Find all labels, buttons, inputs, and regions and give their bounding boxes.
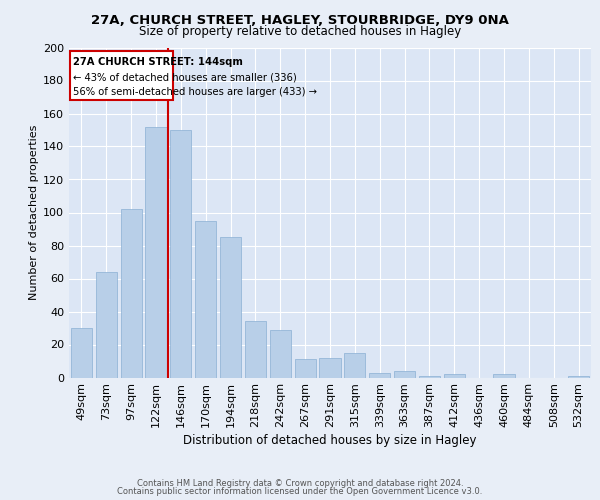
Bar <box>71 328 92 378</box>
Bar <box>493 374 515 378</box>
Bar <box>195 221 216 378</box>
Bar <box>394 371 415 378</box>
Bar <box>344 353 365 378</box>
Bar <box>270 330 291 378</box>
Bar <box>568 376 589 378</box>
Bar <box>96 272 117 378</box>
Text: Size of property relative to detached houses in Hagley: Size of property relative to detached ho… <box>139 25 461 38</box>
Bar <box>295 360 316 378</box>
Text: 27A CHURCH STREET: 144sqm: 27A CHURCH STREET: 144sqm <box>73 56 243 66</box>
Bar <box>220 238 241 378</box>
X-axis label: Distribution of detached houses by size in Hagley: Distribution of detached houses by size … <box>183 434 477 448</box>
Text: ← 43% of detached houses are smaller (336): ← 43% of detached houses are smaller (33… <box>73 72 297 82</box>
Text: Contains public sector information licensed under the Open Government Licence v3: Contains public sector information licen… <box>118 487 482 496</box>
Text: 27A, CHURCH STREET, HAGLEY, STOURBRIDGE, DY9 0NA: 27A, CHURCH STREET, HAGLEY, STOURBRIDGE,… <box>91 14 509 27</box>
Bar <box>369 372 390 378</box>
Bar <box>419 376 440 378</box>
FancyBboxPatch shape <box>70 51 173 100</box>
Y-axis label: Number of detached properties: Number of detached properties <box>29 125 39 300</box>
Bar <box>245 322 266 378</box>
Bar <box>121 209 142 378</box>
Text: Contains HM Land Registry data © Crown copyright and database right 2024.: Contains HM Land Registry data © Crown c… <box>137 478 463 488</box>
Bar <box>170 130 191 378</box>
Bar <box>145 126 167 378</box>
Bar <box>444 374 465 378</box>
Text: 56% of semi-detached houses are larger (433) →: 56% of semi-detached houses are larger (… <box>73 87 317 97</box>
Bar <box>319 358 341 378</box>
